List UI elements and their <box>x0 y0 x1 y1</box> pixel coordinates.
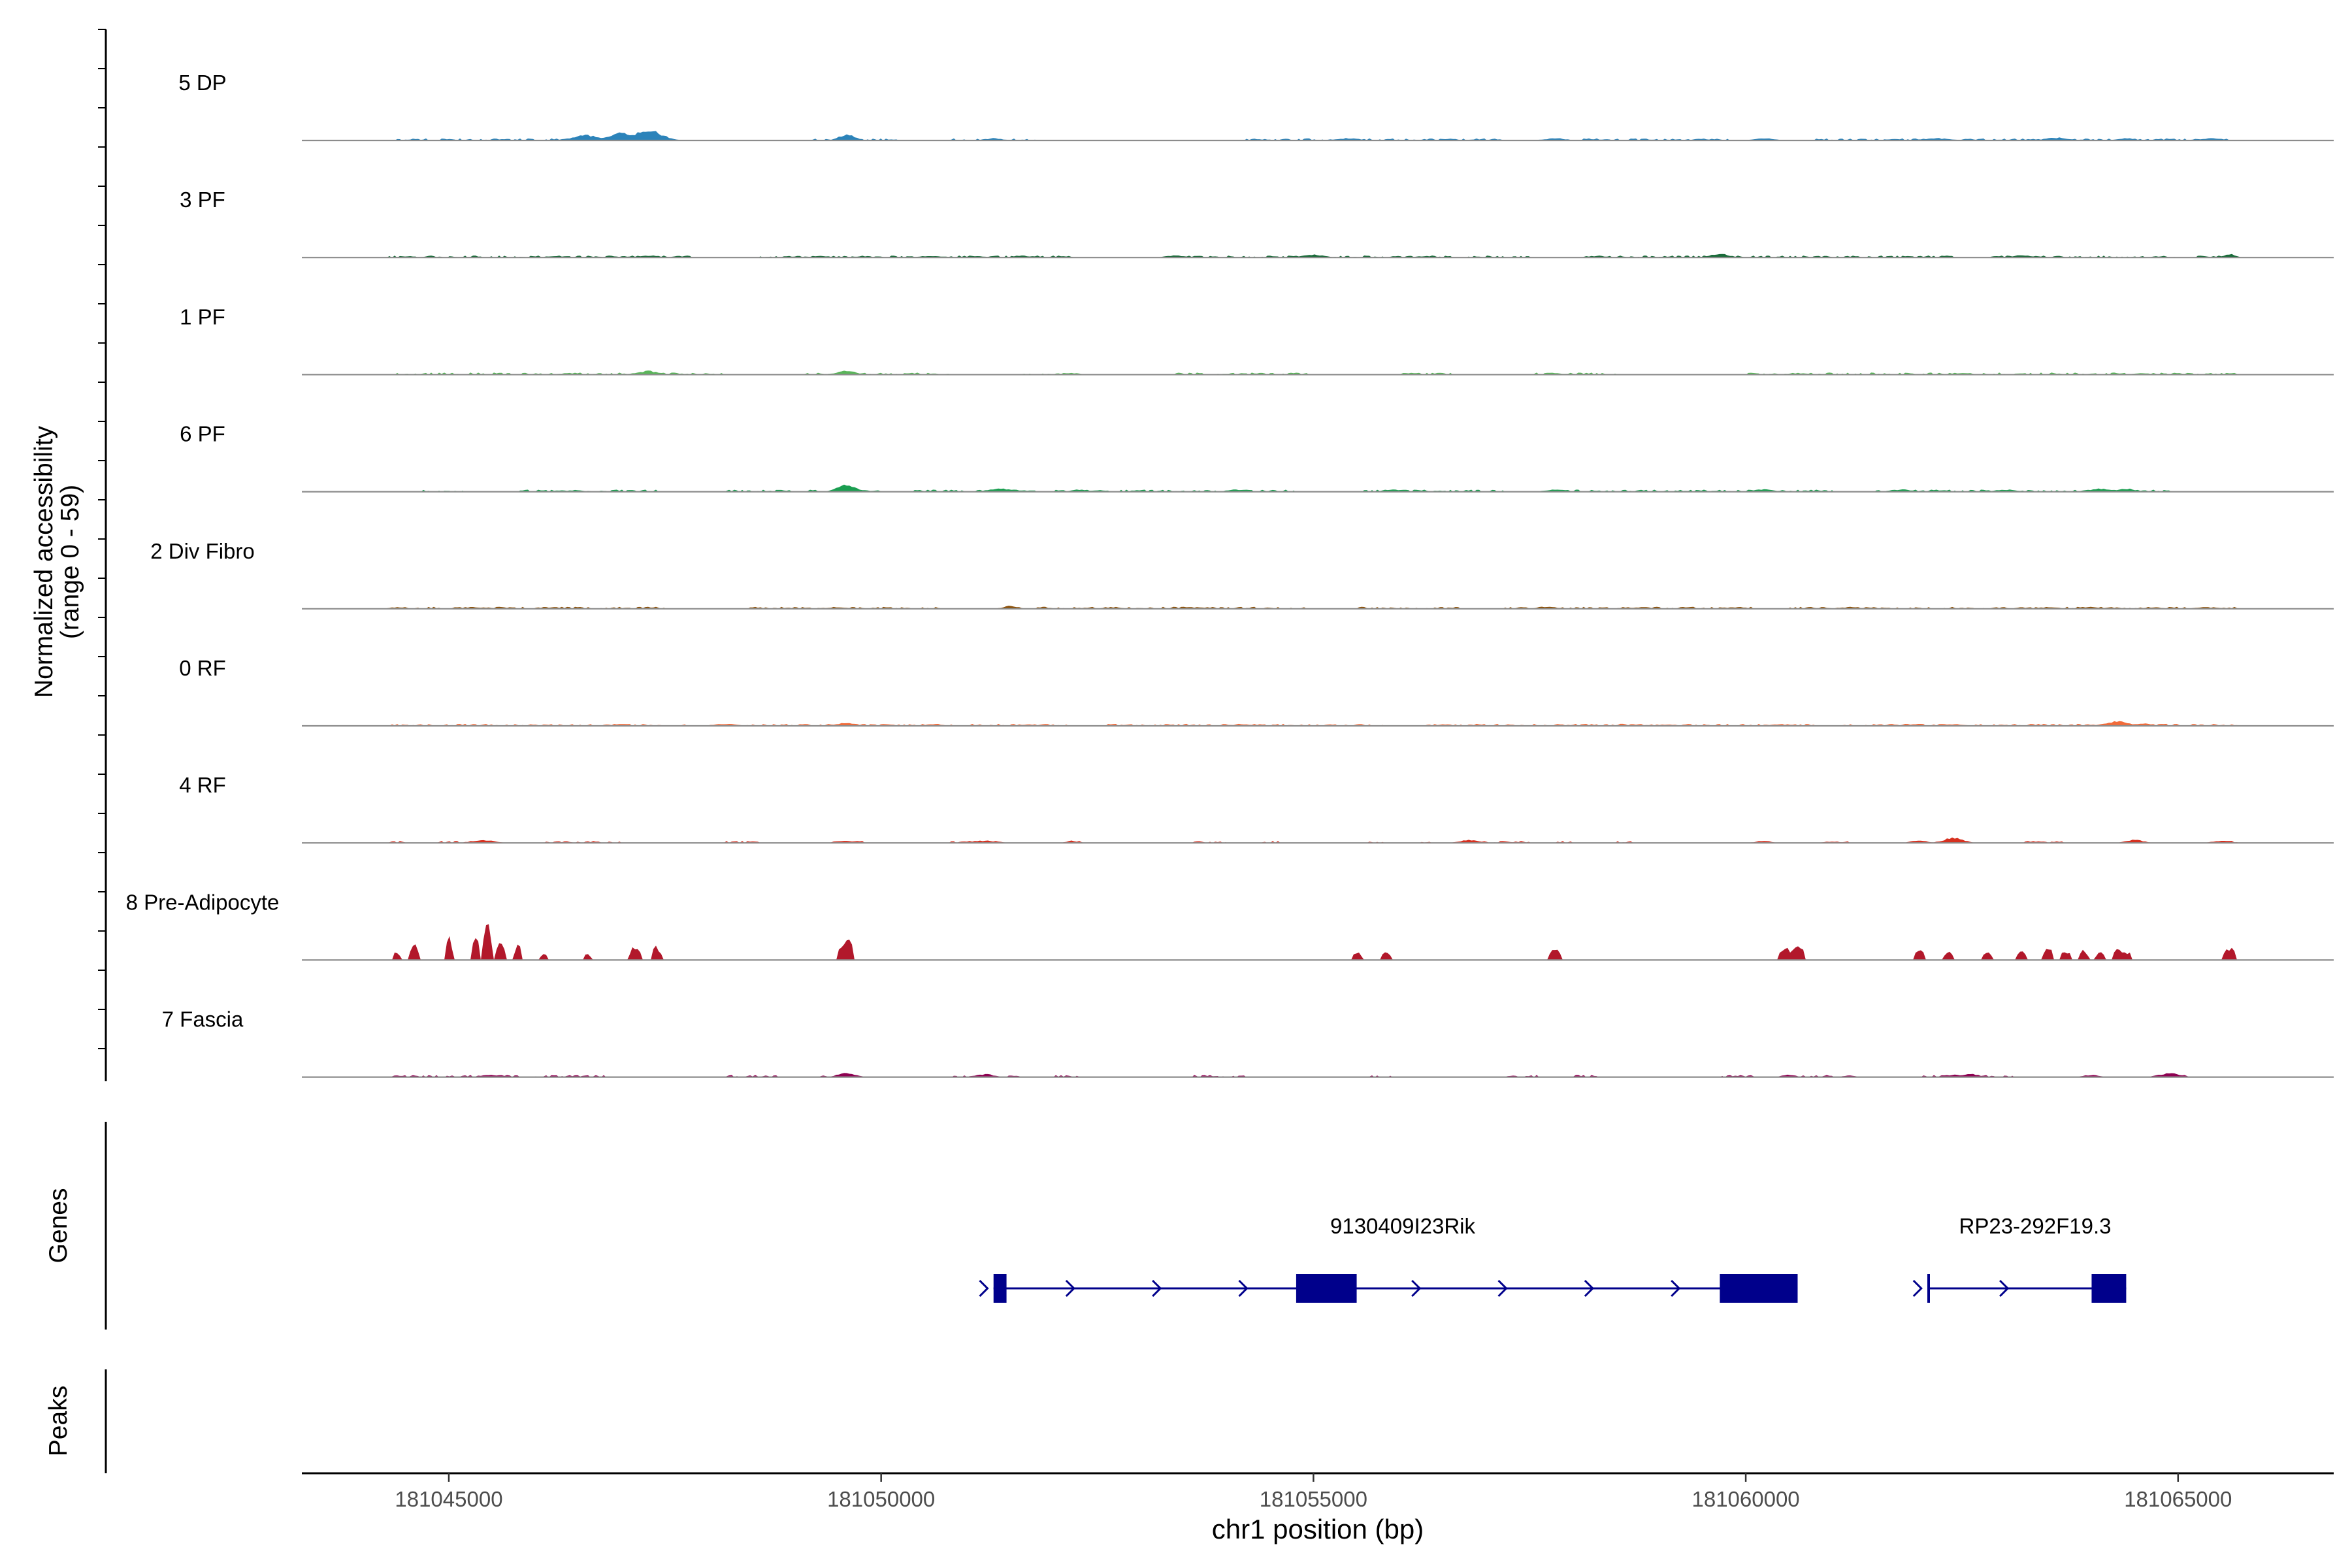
track-8-pre-adipocyte: 8 Pre-Adipocyte <box>126 890 2334 961</box>
x-axis-label: chr1 position (bp) <box>1212 1514 1424 1544</box>
gene-annotation-track: 9130409I23Rik RP23-292F19.3 <box>979 1214 2127 1303</box>
track-5-dp: 5 DP <box>178 71 2334 142</box>
strand-arrow <box>1671 1279 1681 1298</box>
strand-arrow <box>1065 1279 1075 1298</box>
x-tick-label: 181065000 <box>2124 1487 2232 1511</box>
track-label: 2 Div Fibro <box>150 539 255 563</box>
exon-block <box>993 1274 1007 1303</box>
gene-rp23-292f19.3: RP23-292F19.3 <box>1912 1214 2127 1303</box>
x-tick-label: 181060000 <box>1691 1487 1799 1511</box>
coverage-tracks: 5 DP 3 PF 1 PF 6 PF 2 Div Fibro 0 RF 4 RF 8 Pre… <box>126 71 2334 1078</box>
track-6-pf: 6 PF <box>180 422 2334 493</box>
genes-panel-label: Genes <box>44 1188 73 1264</box>
track-label: 4 RF <box>179 773 226 797</box>
coverage-area <box>301 721 2247 726</box>
track-4-rf: 4 RF <box>179 773 2334 844</box>
track-label: 6 PF <box>180 422 225 446</box>
exon-block <box>1927 1274 1930 1303</box>
track-label: 3 PF <box>180 188 225 212</box>
exon-block <box>1720 1274 1798 1303</box>
strand-arrow <box>1152 1279 1162 1298</box>
strand-arrow <box>1238 1279 1249 1298</box>
track-label: 1 PF <box>180 304 225 329</box>
strand-arrow <box>979 1279 989 1298</box>
x-axis-ticks: 181045000 181050000 181055000 181060000 1810… <box>395 1473 2232 1511</box>
y-axis-label-range: (range 0 - 59) <box>56 485 84 639</box>
coverage-area <box>301 606 2247 609</box>
gene-name-label: RP23-292F19.3 <box>1959 1214 2112 1238</box>
strand-arrow <box>1497 1279 1508 1298</box>
track-2-div-fibro: 2 Div Fibro <box>150 539 2334 610</box>
strand-arrow <box>1912 1279 1923 1298</box>
track-3-pf: 3 PF <box>180 188 2334 259</box>
coverage-area <box>301 924 2247 960</box>
gene-9130409i23rik: 9130409I23Rik <box>979 1214 1798 1303</box>
strand-arrow <box>1411 1279 1422 1298</box>
track-label: 0 RF <box>179 656 226 680</box>
strand-arrow <box>1584 1279 1594 1298</box>
exon-block <box>2091 1274 2127 1303</box>
x-tick-label: 181045000 <box>395 1487 502 1511</box>
peaks-panel-label: Peaks <box>44 1386 73 1456</box>
track-label: 7 Fascia <box>162 1007 244 1032</box>
tracks-y-axis-ticks <box>98 29 106 1049</box>
track-7-fascia: 7 Fascia <box>162 1007 2334 1078</box>
x-tick-label: 181050000 <box>827 1487 935 1511</box>
track-label: 5 DP <box>178 71 226 95</box>
track-1-pf: 1 PF <box>180 304 2334 376</box>
coverage-area <box>301 131 2247 140</box>
coverage-area <box>301 253 2247 258</box>
x-tick-label: 181055000 <box>1260 1487 1367 1511</box>
coverage-area <box>301 484 2247 492</box>
y-axis-label: Normalized accessibility <box>30 425 58 698</box>
gene-name-label: 9130409I23Rik <box>1330 1214 1476 1238</box>
exon-block <box>1296 1274 1357 1303</box>
track-0-rf: 0 RF <box>179 656 2334 727</box>
track-label: 8 Pre-Adipocyte <box>126 890 280 914</box>
strand-arrow <box>1999 1279 2010 1298</box>
coverage-area <box>301 837 2247 843</box>
